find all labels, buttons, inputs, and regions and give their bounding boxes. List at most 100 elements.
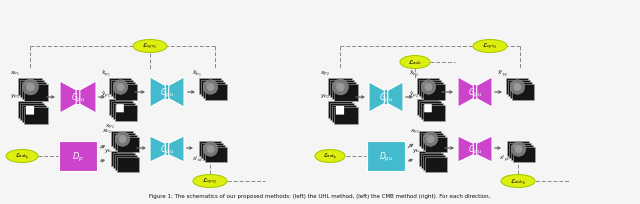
Circle shape — [115, 132, 130, 146]
Text: $\hat{x}'_{p_2}$: $\hat{x}'_{p_2}$ — [497, 68, 508, 79]
Bar — [18, 101, 42, 118]
Bar — [332, 105, 356, 122]
Text: $\mathcal{L}_{adv}$: $\mathcal{L}_{adv}$ — [408, 58, 422, 67]
Circle shape — [333, 80, 348, 95]
Text: $y_{p_2}$: $y_{p_2}$ — [320, 92, 330, 101]
Bar — [330, 80, 354, 97]
Bar — [328, 101, 352, 118]
Bar — [115, 135, 137, 150]
Text: $x_{p_2}$: $x_{p_2}$ — [410, 127, 420, 136]
Text: $x_{b_2}$: $x_{b_2}$ — [102, 127, 112, 136]
Polygon shape — [458, 136, 474, 162]
Text: $D_p$: $D_p$ — [72, 150, 84, 163]
Bar — [421, 133, 443, 148]
Bar — [20, 80, 44, 97]
Bar — [111, 102, 133, 118]
Polygon shape — [150, 78, 165, 108]
Bar — [113, 83, 135, 99]
Polygon shape — [80, 82, 96, 113]
Ellipse shape — [400, 56, 430, 69]
Text: $\hat{x}_{b_1}$: $\hat{x}_{b_1}$ — [192, 69, 202, 79]
Text: $\hat{x}_{b_2}$: $\hat{x}_{b_2}$ — [409, 69, 419, 79]
Bar — [165, 144, 169, 155]
Bar — [111, 131, 133, 146]
Circle shape — [116, 84, 124, 92]
Text: $\mathcal{L}_{cyc_2}$: $\mathcal{L}_{cyc_2}$ — [483, 42, 498, 52]
Circle shape — [423, 132, 438, 146]
Bar — [419, 151, 441, 166]
Bar — [199, 141, 221, 156]
Text: $\mathcal{L}_{cyc_1}$: $\mathcal{L}_{cyc_1}$ — [142, 42, 157, 52]
Bar — [508, 81, 530, 96]
Text: $\hat{y}_{p_1}$: $\hat{y}_{p_1}$ — [101, 89, 111, 100]
Polygon shape — [477, 78, 492, 108]
Text: $G_{pu}$: $G_{pu}$ — [71, 91, 85, 104]
Text: $\hat{y}_{p_2}$: $\hat{y}_{p_2}$ — [409, 89, 419, 100]
Circle shape — [204, 80, 218, 95]
Text: $y_b$: $y_b$ — [412, 146, 420, 154]
Circle shape — [26, 83, 35, 92]
Bar — [423, 105, 445, 121]
Text: $G_{pu}$: $G_{pu}$ — [468, 143, 482, 156]
Bar — [419, 131, 441, 146]
Bar — [205, 85, 227, 101]
Bar — [205, 147, 227, 162]
Text: $\mathcal{L}_{adv_{p}}$: $\mathcal{L}_{adv_{p}}$ — [15, 151, 29, 162]
FancyBboxPatch shape — [336, 106, 344, 115]
FancyBboxPatch shape — [116, 105, 124, 113]
Circle shape — [511, 142, 526, 156]
Bar — [419, 102, 441, 118]
Bar — [76, 91, 80, 104]
Text: $x'_{p_2}$: $x'_{p_2}$ — [499, 153, 510, 163]
Bar — [109, 79, 131, 94]
Bar — [115, 155, 137, 170]
Bar — [111, 81, 133, 96]
Ellipse shape — [473, 40, 507, 53]
Text: $y_b$: $y_b$ — [104, 146, 112, 154]
Bar — [115, 85, 137, 101]
Bar — [113, 153, 135, 168]
Text: $\mathcal{L}_{adv_{p}}$: $\mathcal{L}_{adv_{p}}$ — [323, 151, 337, 162]
Polygon shape — [477, 136, 492, 162]
Circle shape — [513, 84, 522, 92]
Bar — [334, 84, 358, 101]
Text: $x_{b_1}$: $x_{b_1}$ — [10, 69, 20, 78]
Bar — [20, 103, 44, 120]
FancyBboxPatch shape — [26, 106, 34, 115]
Bar — [421, 153, 443, 168]
Text: $G_{pu}$: $G_{pu}$ — [160, 86, 174, 99]
Bar — [334, 107, 358, 124]
Bar — [419, 81, 441, 96]
Circle shape — [426, 135, 435, 143]
Bar — [165, 86, 169, 99]
Bar — [201, 81, 223, 96]
Bar — [330, 103, 354, 120]
Circle shape — [207, 84, 214, 92]
Ellipse shape — [193, 175, 227, 188]
Bar — [113, 103, 135, 119]
Bar — [425, 137, 447, 152]
Ellipse shape — [6, 150, 38, 163]
Bar — [423, 85, 445, 101]
Ellipse shape — [315, 150, 345, 163]
Bar — [332, 82, 356, 99]
Bar — [201, 143, 223, 158]
Bar — [507, 141, 529, 156]
Text: $x_{p_2}$: $x_{p_2}$ — [105, 122, 115, 131]
Circle shape — [207, 145, 214, 153]
Bar — [203, 145, 225, 160]
Ellipse shape — [501, 175, 535, 188]
Polygon shape — [169, 136, 184, 162]
Bar — [22, 105, 46, 122]
Bar — [59, 141, 97, 171]
Circle shape — [204, 142, 218, 156]
Text: $x_{p_2}$: $x_{p_2}$ — [320, 69, 330, 78]
Polygon shape — [369, 83, 384, 112]
Bar — [511, 145, 533, 160]
Bar — [384, 91, 388, 104]
Text: $D_{pu}$: $D_{pu}$ — [379, 150, 393, 163]
Bar — [421, 103, 443, 119]
Circle shape — [118, 135, 127, 143]
Bar — [111, 151, 133, 166]
Bar — [506, 79, 528, 94]
